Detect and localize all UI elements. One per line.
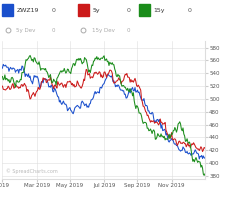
- Bar: [139, 4, 150, 16]
- Bar: [78, 4, 89, 16]
- Text: 0: 0: [51, 8, 55, 13]
- Text: 0: 0: [127, 8, 131, 13]
- Text: 15y Dev: 15y Dev: [92, 28, 114, 33]
- Bar: [2, 4, 13, 16]
- Text: 15y: 15y: [154, 8, 165, 13]
- Text: 5y Dev: 5y Dev: [16, 28, 35, 33]
- Text: ZWZ19: ZWZ19: [17, 8, 40, 13]
- Text: 5y: 5y: [93, 8, 100, 13]
- Text: 0: 0: [127, 28, 130, 33]
- Text: 0: 0: [51, 28, 55, 33]
- Text: 0: 0: [188, 8, 192, 13]
- Text: © SpreadCharts.com: © SpreadCharts.com: [7, 168, 58, 174]
